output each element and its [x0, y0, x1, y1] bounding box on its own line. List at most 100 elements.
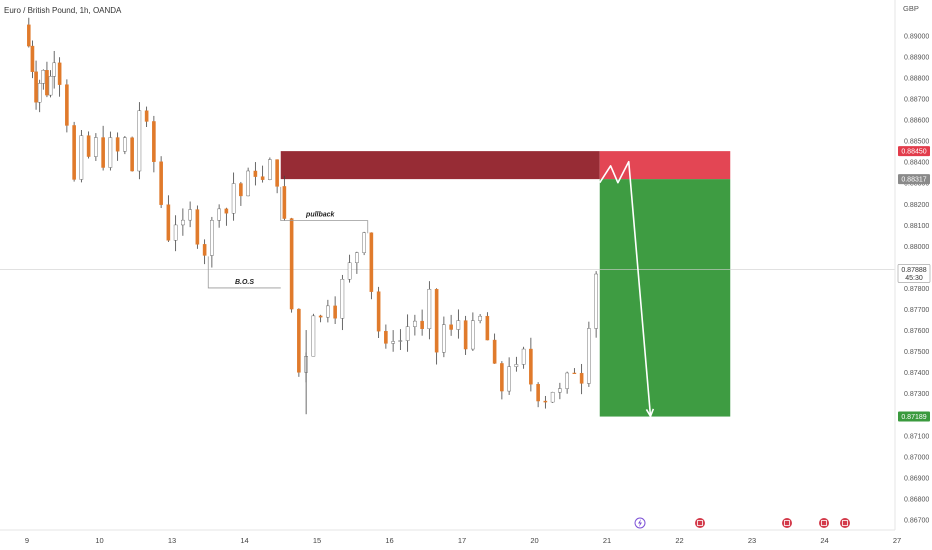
flag-icon-disc — [695, 518, 705, 528]
price-tick-label: 0.88800 — [904, 75, 929, 82]
flag-icon[interactable] — [782, 518, 792, 528]
candle-down — [101, 137, 105, 168]
candles-layer — [27, 17, 598, 415]
candle-down — [65, 84, 69, 126]
price-tick-label: 0.87600 — [904, 328, 929, 335]
time-axis[interactable]: 9 10 13 14 15 16 17 20 21 22 23 24 27 — [25, 536, 901, 545]
candle-up — [37, 83, 42, 103]
candle-down — [30, 45, 35, 72]
price-tick-label: 0.87700 — [904, 307, 929, 314]
pullback-label: pullback — [305, 212, 336, 219]
candle-up — [52, 62, 56, 77]
candle-up — [340, 279, 345, 319]
price-tick-label: 0.88600 — [904, 118, 929, 125]
candle-up — [79, 135, 84, 180]
candle-down — [275, 159, 279, 187]
lightning-icon-bolt — [638, 519, 642, 527]
candle-up — [246, 170, 250, 197]
candle-down — [260, 176, 265, 180]
candle-up — [405, 326, 410, 341]
flag-icon[interactable] — [695, 518, 705, 528]
bos-label: B.O.S — [235, 279, 254, 286]
supply-zone — [280, 151, 600, 180]
target-badge-bg — [898, 411, 930, 422]
price-tick-label: 0.88700 — [904, 97, 929, 104]
time-tick-label: 16 — [385, 536, 393, 545]
flag-icon-disc — [819, 518, 829, 528]
candle-up — [181, 219, 185, 226]
time-tick-label: 15 — [313, 536, 321, 545]
symbol-title[interactable]: Euro / British Pound, 1h, OANDA — [4, 6, 122, 15]
price-tick-label: 0.86900 — [904, 475, 929, 482]
candle-down — [543, 400, 548, 403]
candle-down — [485, 315, 490, 341]
flag-icon[interactable] — [819, 518, 829, 528]
candle-down — [130, 137, 134, 172]
candle-up — [41, 70, 46, 84]
candle-up — [326, 305, 330, 318]
candle-up — [173, 224, 178, 241]
candle-down — [144, 110, 149, 122]
flag-icon-disc — [782, 518, 792, 528]
entry-badge-bg — [898, 174, 930, 185]
candle-up — [391, 341, 395, 344]
price-tick-label: 0.88000 — [904, 244, 929, 251]
marks-layer: B.O.S pullback — [207, 186, 369, 289]
candle-down — [369, 232, 374, 292]
candle-down — [152, 121, 156, 162]
price-tick-label: 0.87500 — [904, 349, 929, 356]
projection-layer — [599, 160, 655, 419]
candle-down — [57, 62, 62, 85]
candle-up — [442, 324, 446, 353]
candle-down — [239, 183, 243, 197]
candle-down — [492, 339, 497, 364]
time-tick-label: 9 — [25, 536, 29, 545]
candle-down — [86, 135, 91, 157]
candle-down — [572, 372, 577, 374]
candle-up — [188, 209, 192, 221]
time-tick-label: 20 — [530, 536, 538, 545]
candle-down — [45, 70, 49, 96]
time-tick-label: 13 — [168, 536, 176, 545]
price-tick-label: 0.88500 — [904, 139, 929, 146]
price-tick-label: 0.87800 — [904, 286, 929, 293]
candle-up — [231, 183, 236, 214]
time-tick-label: 21 — [603, 536, 611, 545]
candle-up — [594, 273, 598, 329]
candle-up — [210, 220, 214, 256]
lightning-icon[interactable] — [634, 517, 646, 529]
events-row — [634, 517, 850, 529]
stop-badge: 0.88450 — [898, 146, 930, 157]
projection-arrowhead — [645, 408, 655, 419]
candle-down — [500, 363, 504, 392]
time-tick-label: 23 — [748, 536, 756, 545]
candle-up — [398, 340, 403, 342]
candle-up — [413, 320, 417, 327]
candle-up — [514, 364, 519, 367]
candle-down — [384, 330, 388, 344]
candle-up — [471, 320, 475, 350]
candle-down — [253, 170, 258, 177]
candle-down — [449, 324, 453, 330]
price-tick-label: 0.88400 — [904, 160, 929, 167]
entry-badge-text: 0.88317 — [901, 177, 926, 184]
candle-down — [282, 186, 287, 219]
flag-icon-mark — [821, 520, 827, 526]
time-tick-label: 24 — [820, 536, 828, 545]
last-price-badge-bg — [897, 264, 931, 283]
candle-down — [333, 305, 337, 319]
candle-down — [202, 244, 207, 256]
candle-down — [579, 372, 584, 384]
candle-up — [558, 388, 562, 393]
flag-icon[interactable] — [840, 518, 850, 528]
candle-up — [268, 159, 272, 180]
last-price-badge-text: 0.87888 — [901, 267, 926, 274]
projection-path — [599, 160, 652, 417]
candle-up — [48, 76, 53, 96]
price-tick-label: 0.89000 — [904, 33, 929, 40]
